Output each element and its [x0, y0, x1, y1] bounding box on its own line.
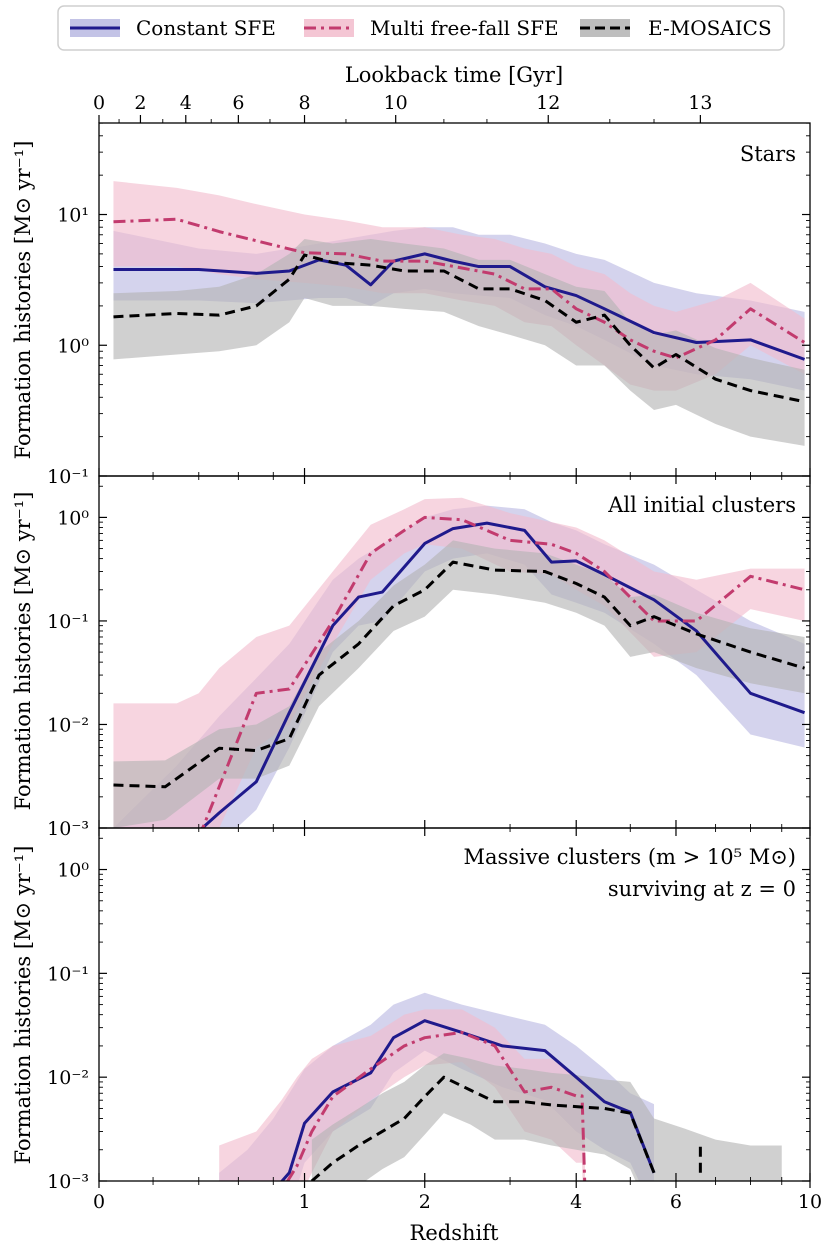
top-tick-label: 6	[232, 92, 244, 114]
multi-band	[219, 1009, 585, 1181]
y-tick-label: 10⁻²	[47, 1067, 89, 1089]
top-axis: 0 2 4 6 8 10 12 13	[93, 92, 712, 123]
top-axis-label: Lookback time [Gyr]	[345, 63, 563, 87]
xlabel-redshift: Redshift	[410, 1221, 499, 1245]
plot-area	[113, 497, 806, 828]
legend-frame	[57, 5, 785, 51]
y-tick-label: 10⁰	[57, 335, 89, 357]
panel-title-massive-clusters: Massive clusters (m > 10⁵ M⊙)	[463, 845, 796, 869]
multi-band	[113, 497, 805, 828]
multi-line	[285, 1030, 587, 1181]
ylabel-all-initial-clusters: Formation histories [M⊙ yr⁻¹]	[11, 492, 35, 811]
constant-line	[200, 521, 806, 828]
legend-label-multi: Multi free-fall SFE	[370, 16, 559, 40]
constant-line	[113, 252, 806, 361]
top-tick-label: 4	[180, 92, 192, 114]
emosaics-band	[113, 238, 805, 446]
panel-subtitle-surviving: surviving at z = 0	[608, 877, 796, 901]
panel-title-stars: Stars	[740, 142, 796, 166]
y-tick-label: 10⁻³	[47, 1171, 89, 1193]
top-tick-label: 0	[93, 92, 105, 114]
y-tick-label: 10⁻³	[47, 818, 89, 840]
x-tick-label: 10	[798, 1191, 822, 1213]
top-tick-label: 8	[298, 92, 310, 114]
x-tick-label: 2	[419, 1191, 431, 1213]
constant-line	[280, 1019, 656, 1181]
y-tick-label: 10⁰	[57, 860, 89, 882]
y-tick-label: 10⁻¹	[47, 611, 89, 633]
multi-line	[113, 217, 806, 360]
top-tick-label: 12	[536, 92, 560, 114]
plot-area	[219, 992, 782, 1181]
legend-label-constant: Constant SFE	[136, 16, 276, 40]
y-tick-label: 10⁰	[57, 507, 89, 529]
top-tick-label: 10	[384, 92, 408, 114]
x-tick-label: 1	[298, 1191, 310, 1213]
bottom-axis: 0 1 2 4 6 10	[93, 1181, 822, 1213]
legend-label-emosaics: E-MOSAICS	[648, 16, 772, 40]
x-tick-label: 0	[93, 1191, 105, 1213]
panel-massive-clusters: 10⁻³ 10⁻² 10⁻¹ 10⁰	[47, 827, 811, 1193]
y-tick-label: 10⁻²	[47, 714, 89, 736]
emosaics-tail-band	[654, 1118, 782, 1181]
ylabel-stars: Formation histories [M⊙ yr⁻¹]	[11, 141, 35, 460]
panel-stars: 10⁻¹ 10⁰ 10¹	[47, 122, 811, 488]
ylabel-massive-clusters: Formation histories [M⊙ yr⁻¹]	[11, 846, 35, 1165]
top-tick-label: 2	[134, 92, 146, 114]
y-tick-label: 10⁻¹	[47, 466, 89, 488]
legend-entry-multi: Multi free-fall SFE	[304, 16, 559, 40]
emosaics-band	[113, 540, 805, 828]
panel-all-initial-clusters: 10⁻³ 10⁻² 10⁻¹ 10⁰	[47, 475, 811, 840]
emosaics-band	[311, 1053, 655, 1181]
panel-title-all-initial-clusters: All initial clusters	[607, 493, 796, 517]
y-tick-label: 10¹	[57, 205, 89, 227]
x-tick-label: 6	[670, 1191, 682, 1213]
legend: Constant SFE Multi free-fall SFE E-MOSAI…	[57, 5, 785, 51]
emosaics-line	[310, 1075, 656, 1181]
plot-area	[113, 181, 806, 446]
emosaics-line	[113, 560, 805, 789]
legend-entry-constant: Constant SFE	[70, 16, 276, 40]
legend-entry-emosaics: E-MOSAICS	[580, 16, 772, 40]
y-tick-label: 10⁻¹	[47, 963, 89, 985]
multi-line	[201, 515, 805, 828]
top-tick-label: 13	[688, 92, 712, 114]
x-tick-label: 4	[570, 1191, 582, 1213]
